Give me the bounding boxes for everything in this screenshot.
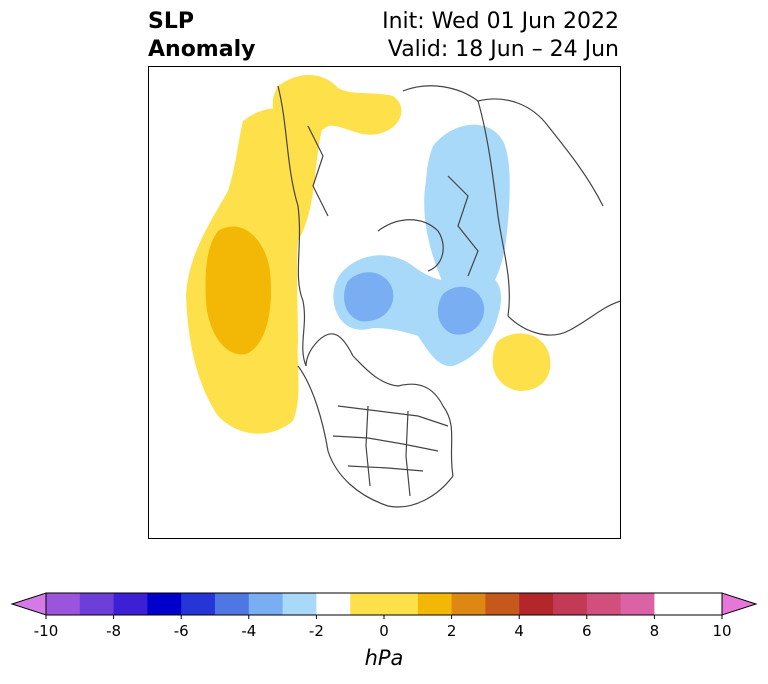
colorbar-bin — [46, 593, 81, 615]
colorbar-bin — [113, 593, 148, 615]
colorbar-bin — [147, 593, 182, 615]
colorbar-bin — [181, 593, 216, 615]
colorbar-bin — [215, 593, 250, 615]
colorbar-bin — [79, 593, 115, 615]
colorbar-bin — [248, 593, 284, 615]
colorbar-unit-label: hPa — [365, 646, 404, 670]
colorbar-bin — [485, 593, 520, 615]
title-line-1: SLP — [148, 9, 194, 34]
colorbar-bin — [553, 593, 588, 615]
colorbar-bin — [586, 593, 622, 615]
colorbar-bin — [620, 593, 655, 615]
colorbar-under-arrow — [10, 592, 47, 616]
colorbar-tick-label: 8 — [650, 622, 660, 640]
colorbar-tick-label: -10 — [34, 622, 59, 640]
colorbar-over-arrow — [721, 592, 758, 616]
colorbar-tick-label: -2 — [309, 622, 324, 640]
colorbar-tick-label: 0 — [379, 622, 389, 640]
negative-anomaly-arctic-strong-east — [437, 286, 485, 335]
colorbar-tick-label: -8 — [106, 622, 121, 640]
colorbar-bin — [688, 593, 723, 615]
colorbar: -10 -8 -6 -4 -2 0 2 4 6 8 10 hPa — [10, 592, 758, 670]
colorbar-bin — [417, 593, 453, 615]
colorbar-bin — [654, 593, 689, 615]
colorbar-bin — [282, 593, 317, 615]
colorbar-tick-label: -6 — [174, 622, 189, 640]
colorbar-bin — [350, 593, 419, 615]
init-date: Init: Wed 01 Jun 2022 — [382, 9, 619, 34]
positive-anomaly-west-strong — [205, 226, 271, 355]
forecast-info: Init: Wed 01 Jun 2022 Valid: 18 Jun – 24… — [382, 8, 619, 64]
map-title: SLP Anomaly — [148, 8, 255, 64]
positive-anomaly-east — [492, 333, 551, 391]
coastlines — [277, 85, 621, 508]
valid-range: Valid: 18 Jun – 24 Jun — [387, 37, 619, 62]
colorbar-tick-label: -4 — [241, 622, 256, 640]
negative-anomaly-arctic-strong-west — [344, 272, 394, 322]
colorbar-tick-label: 4 — [514, 622, 524, 640]
negative-anomaly-asia — [424, 124, 510, 305]
slp-anomaly-map — [148, 66, 621, 539]
title-line-2: Anomaly — [148, 37, 256, 62]
positive-anomaly-north — [272, 74, 402, 136]
colorbar-tick-label: 2 — [447, 622, 457, 640]
colorbar-bin — [519, 593, 554, 615]
colorbar-tick-label: 6 — [582, 622, 592, 640]
colorbar-tick-label: 10 — [712, 622, 731, 640]
colorbar-bin — [316, 593, 351, 615]
colorbar-bin — [451, 593, 486, 615]
map-frame — [148, 66, 621, 539]
